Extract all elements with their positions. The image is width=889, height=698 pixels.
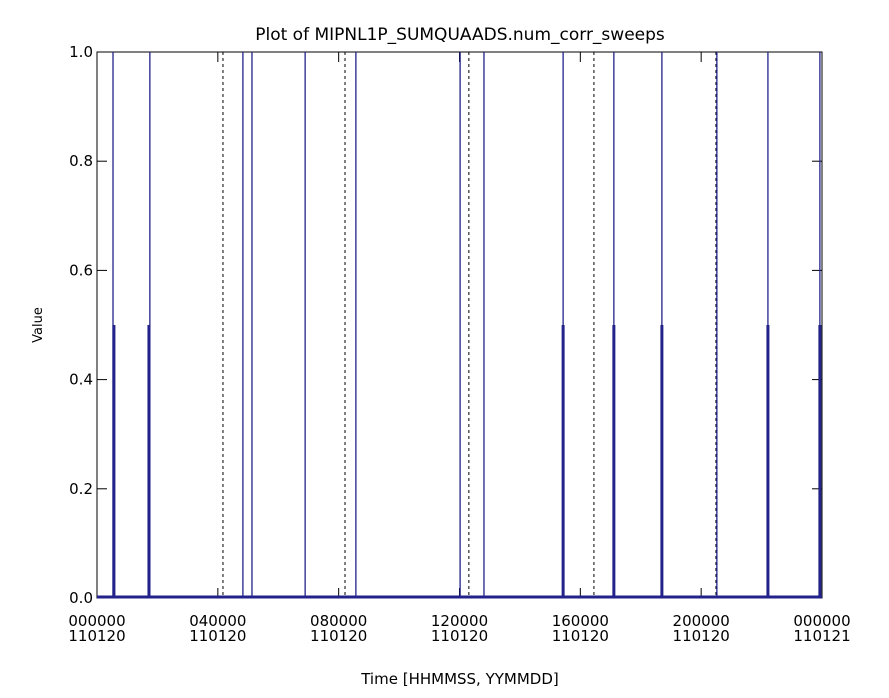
- x-tick-date: 110121: [793, 627, 850, 645]
- chart-title: Plot of MIPNL1P_SUMQUAADS.num_corr_sweep…: [255, 25, 665, 45]
- x-tick-date: 110120: [552, 627, 609, 645]
- y-tick-label: 0.2: [69, 480, 93, 498]
- x-tick-date: 110120: [431, 627, 488, 645]
- x-tick-label: 080000: [310, 612, 367, 630]
- x-tick-label: 160000: [552, 612, 609, 630]
- x-tick-label: 040000: [189, 612, 246, 630]
- y-tick-label: 0.8: [69, 152, 93, 170]
- y-tick-label: 0.4: [69, 371, 93, 389]
- x-tick-label: 000000: [793, 612, 850, 630]
- x-tick-label: 200000: [673, 612, 730, 630]
- y-tick-label: 0.0: [69, 589, 93, 607]
- x-tick-date: 110120: [310, 627, 367, 645]
- y-tick-label: 0.6: [69, 261, 93, 279]
- y-axis-label: Value: [31, 307, 46, 343]
- x-axis-label: Time [HHMMSS, YYMMDD]: [360, 670, 559, 688]
- x-tick-date: 110120: [68, 627, 125, 645]
- x-tick-date: 110120: [189, 627, 246, 645]
- y-tick-label: 1.0: [69, 43, 93, 61]
- x-tick-date: 110120: [673, 627, 730, 645]
- x-tick-label: 000000: [68, 612, 125, 630]
- x-tick-label: 120000: [431, 612, 488, 630]
